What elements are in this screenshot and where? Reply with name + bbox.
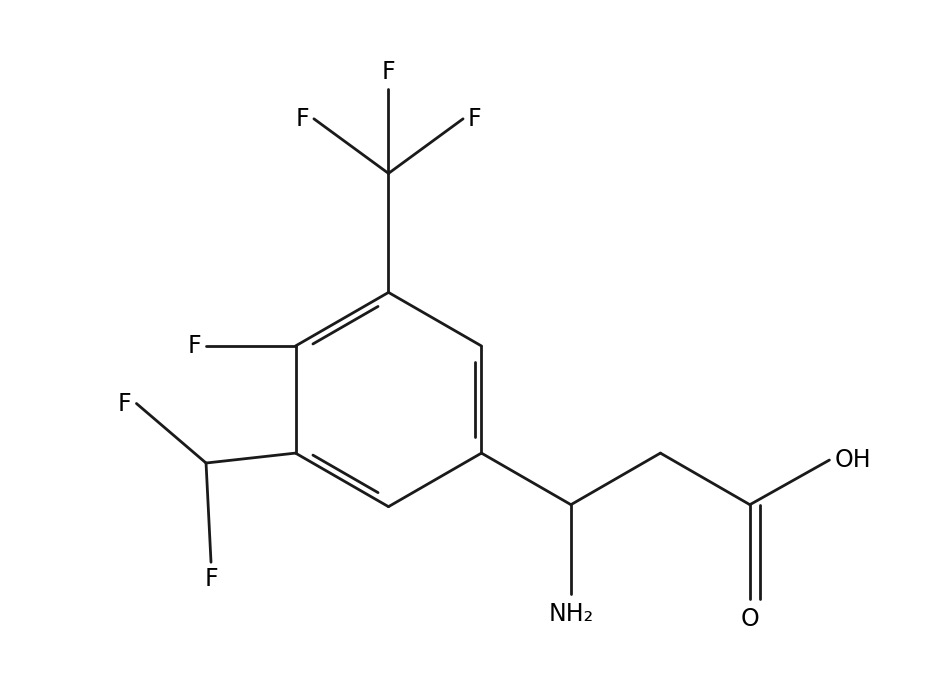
Text: F: F bbox=[468, 107, 481, 131]
Text: F: F bbox=[187, 334, 201, 358]
Text: NH₂: NH₂ bbox=[548, 602, 593, 626]
Text: OH: OH bbox=[835, 448, 871, 472]
Text: F: F bbox=[118, 392, 132, 416]
Text: F: F bbox=[204, 567, 218, 591]
Text: F: F bbox=[382, 60, 396, 84]
Text: F: F bbox=[296, 107, 309, 131]
Text: O: O bbox=[740, 607, 759, 631]
